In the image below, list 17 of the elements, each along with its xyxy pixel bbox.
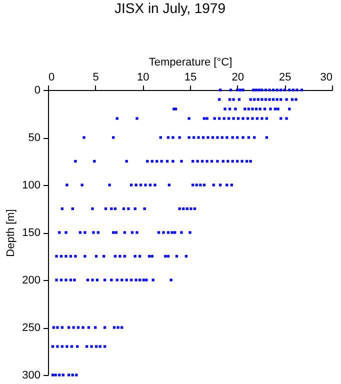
x-axis-title: Temperature [°C] (148, 56, 232, 68)
chart-title: JISX in July, 1979 (114, 0, 226, 16)
x-tick-label: 0 (48, 72, 55, 84)
x-tick-label: 30 (320, 72, 332, 84)
y-tick-label: 100 (22, 180, 40, 192)
y-tick-label: 200 (22, 274, 40, 286)
y-tick-label: 300 (22, 370, 40, 382)
x-tick-label: 5 (92, 72, 99, 84)
x-tick-label: 20 (232, 72, 244, 84)
y-tick-label: 50 (28, 132, 40, 144)
y-tick-label: 250 (22, 322, 40, 334)
x-tick-label: 10 (137, 72, 150, 84)
y-tick-label: 0 (34, 84, 40, 96)
y-axis-title: Depth [m] (5, 209, 18, 257)
x-tick-label: 15 (184, 72, 197, 84)
y-tick-label: 150 (22, 227, 40, 239)
x-tick-label: 25 (279, 72, 292, 84)
